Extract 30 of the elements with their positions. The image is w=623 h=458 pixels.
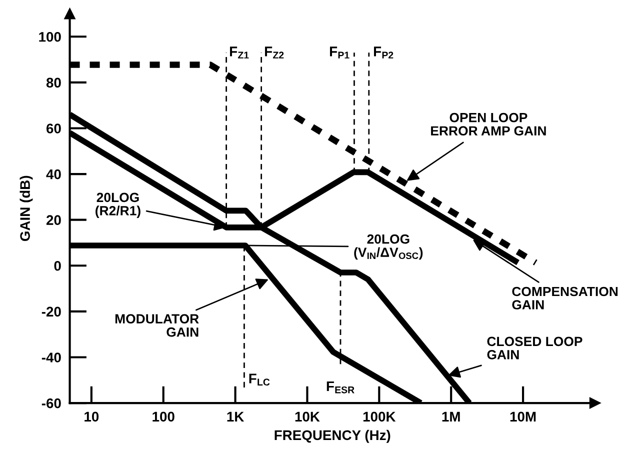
annotation: 20LOG (R2/R1) <box>96 192 140 218</box>
annotation: COMPENSATION GAIN <box>512 286 618 310</box>
y-tick-label: 60 <box>46 124 61 134</box>
x-tick-label: 10K <box>295 412 320 422</box>
y-tick-label: 80 <box>46 78 61 88</box>
x-tick-label: 100K <box>363 412 396 422</box>
ref-line-label: F$_{ESR}$ <box>326 381 354 394</box>
y-axis-title: GAIN (dB) <box>20 176 33 241</box>
x-tick-label: 1M <box>442 412 460 422</box>
x-tick-label: 10M <box>510 412 536 422</box>
x-axis-title: FREQUENCY (Hz) <box>274 430 390 443</box>
y-tick-label: 40 <box>46 169 61 180</box>
annotation: 20LOG (V$_{IN}$/ΔV$_{OSC}$) <box>354 234 423 260</box>
y-tick-label: 100 <box>39 32 61 42</box>
y-tick-label: -40 <box>42 352 61 362</box>
x-tick-label: 10 <box>84 412 99 422</box>
ref-line-label: F$_{P1}$ <box>330 46 350 58</box>
y-tick-label: 0 <box>54 260 61 271</box>
ref-line-label: F$_{Z1}$ <box>230 46 249 58</box>
y-tick-label: 20 <box>46 215 61 226</box>
y-tick-label: -60 <box>42 398 61 408</box>
y-tick-label: -20 <box>42 306 61 317</box>
x-tick-label: 100 <box>152 412 174 422</box>
ref-line-label: F$_{Z2}$ <box>265 46 284 58</box>
ref-line-label: F$_{LC}$ <box>249 374 270 386</box>
ref-line-label: F$_{P2}$ <box>374 46 394 58</box>
annotation: CLOSED LOOP GAIN <box>487 336 582 360</box>
x-tick-label: 1K <box>227 412 244 422</box>
annotation: OPEN LOOP ERROR AMP GAIN <box>431 112 546 136</box>
annotation: MODULATOR GAIN <box>115 314 199 337</box>
